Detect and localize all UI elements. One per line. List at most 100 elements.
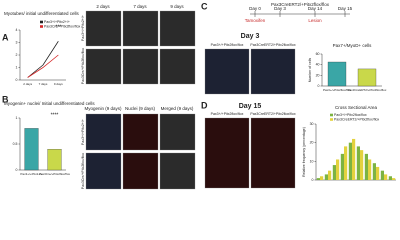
bar xyxy=(344,146,348,180)
legend-swatch xyxy=(40,25,43,28)
micrograph xyxy=(122,113,159,151)
significance: *** xyxy=(55,24,61,30)
timeline-label: Day 15 xyxy=(338,6,353,11)
y-tick-label: 3 xyxy=(16,40,18,44)
timeline-label: Day 3 xyxy=(274,6,286,11)
bar xyxy=(380,170,384,180)
image-label: Pax3+/+Pitx2flox/flox xyxy=(211,112,244,116)
image-label: Pax3+/+Pitx2flox/flox xyxy=(211,43,244,47)
micrograph xyxy=(204,48,250,95)
y-tick-label: 0 xyxy=(312,178,314,182)
timeline-label: Day 14 xyxy=(308,6,323,11)
y-tick-label: 1 xyxy=(16,116,18,120)
y-tick-label: 2 xyxy=(16,53,18,57)
y-tick-label: 0 xyxy=(318,84,320,88)
bar xyxy=(372,163,376,180)
x-tick-label: Pax3CreERT2/+Pitx2flox/flox xyxy=(348,88,387,92)
micrograph xyxy=(85,10,122,47)
y-tick-label: 30 xyxy=(310,122,314,126)
column-label: 7 days xyxy=(133,4,147,9)
micrograph xyxy=(250,48,296,95)
figure: A B C D 2 days 7 days 9 days Pax3+/+Pitx… xyxy=(2,1,396,190)
micrograph xyxy=(85,152,122,190)
row-label: Pax3+/+Pitx2+/+ xyxy=(81,15,85,41)
y-tick-label: 20 xyxy=(316,73,320,77)
bar xyxy=(376,166,380,180)
y-tick-label: 20 xyxy=(310,141,314,145)
panel-title: Day 15 xyxy=(239,103,262,110)
row-label: Pax3Cre/+Pitx2flox/flox xyxy=(81,153,85,190)
y-tick-label: 10 xyxy=(310,159,314,163)
bar xyxy=(352,138,356,180)
column-label: Nuclei (9 days) xyxy=(125,106,156,111)
bar xyxy=(332,165,336,180)
bar xyxy=(328,170,332,180)
micrograph xyxy=(204,117,250,189)
column-label: Merged (9 days) xyxy=(161,106,194,111)
column-label: 2 days xyxy=(96,4,110,9)
panel-letter: C xyxy=(201,1,208,11)
x-tick-label: 9 days xyxy=(54,82,63,86)
chart-title: Pax7+/MyoD+ cells xyxy=(333,43,373,48)
bar xyxy=(384,174,388,180)
axis-line xyxy=(19,30,66,81)
panel-title: Day 3 xyxy=(241,33,260,40)
x-tick-label: Pax3Cre/+Pitx2flox/flox xyxy=(39,172,71,176)
panel-letter: B xyxy=(2,94,9,104)
chart-title: Myogenin+ nuclei/ Initial undifferentiat… xyxy=(4,101,95,106)
micrograph xyxy=(159,10,196,47)
x-tick-label: 7 days xyxy=(39,82,48,86)
image-label: Pax3CreERT2/+Pitx2flox/flox xyxy=(250,112,295,116)
row-label: Pax3Cre/+Pitx2flox/flox xyxy=(81,48,85,85)
bar xyxy=(327,61,347,87)
row-label: Pax3+/+Pitx2+/+ xyxy=(81,119,85,145)
micrograph xyxy=(122,152,159,190)
x-tick-label: Pax3+/+Pitx2+/+ xyxy=(20,172,42,176)
y-tick-label: 60 xyxy=(316,52,320,56)
line-series xyxy=(27,41,59,78)
bar xyxy=(392,178,396,180)
chart-title: Myotubes/ initial undifferentiated cells xyxy=(4,11,79,16)
legend-swatch xyxy=(330,118,333,121)
bar xyxy=(340,153,344,180)
y-tick-label: 40 xyxy=(316,63,320,67)
bar xyxy=(324,174,328,180)
y-tick-label: 0 xyxy=(16,168,18,172)
timeline-event: Tamoxifen xyxy=(245,18,266,23)
x-tick-label: 2 days xyxy=(23,82,32,86)
micrograph xyxy=(159,152,196,190)
legend-swatch xyxy=(40,20,43,24)
image-label: Pax3CreERT2/+Pitx2flox/flox xyxy=(250,43,295,47)
legend-label: Pax3CreERT2/+Pitx2flox/flox xyxy=(334,117,379,121)
bar xyxy=(364,153,368,180)
chart-title: Cross Sectional Area xyxy=(335,105,378,110)
legend-label: Pax3+/+Pitx2flox/flox xyxy=(334,113,367,117)
bar xyxy=(47,149,62,171)
y-axis-label: Number of cells xyxy=(308,58,312,83)
micrograph xyxy=(159,48,196,85)
panel-letter: D xyxy=(201,100,208,110)
bar xyxy=(320,176,324,180)
y-tick-label: 0.5 xyxy=(13,142,18,146)
micrograph xyxy=(122,10,159,47)
micrograph xyxy=(85,113,122,151)
column-label: 9 days xyxy=(170,4,184,9)
y-tick-label: 4 xyxy=(16,28,18,32)
bar xyxy=(24,128,39,171)
line-series xyxy=(27,54,59,78)
y-tick-label: 1 xyxy=(16,65,18,69)
bar xyxy=(348,142,352,180)
y-tick-label: 0 xyxy=(16,78,18,82)
micrograph xyxy=(122,48,159,85)
timeline-event: Lesion xyxy=(308,18,322,23)
legend-label: Pax3+/+Pitx2+/+ xyxy=(44,20,70,24)
header: Pax3CreERT2/+Pitx2flox/flox xyxy=(271,2,330,7)
bar xyxy=(356,146,360,180)
bar xyxy=(357,68,377,87)
legend-swatch xyxy=(330,113,333,117)
bar xyxy=(388,176,392,180)
legend-label: Pax3Cre/+Pitx2flox/flox xyxy=(44,24,81,28)
x-tick-label: Pax3+/+Pitx2flox/flox xyxy=(323,88,352,92)
bar xyxy=(316,178,320,180)
micrograph xyxy=(85,48,122,85)
